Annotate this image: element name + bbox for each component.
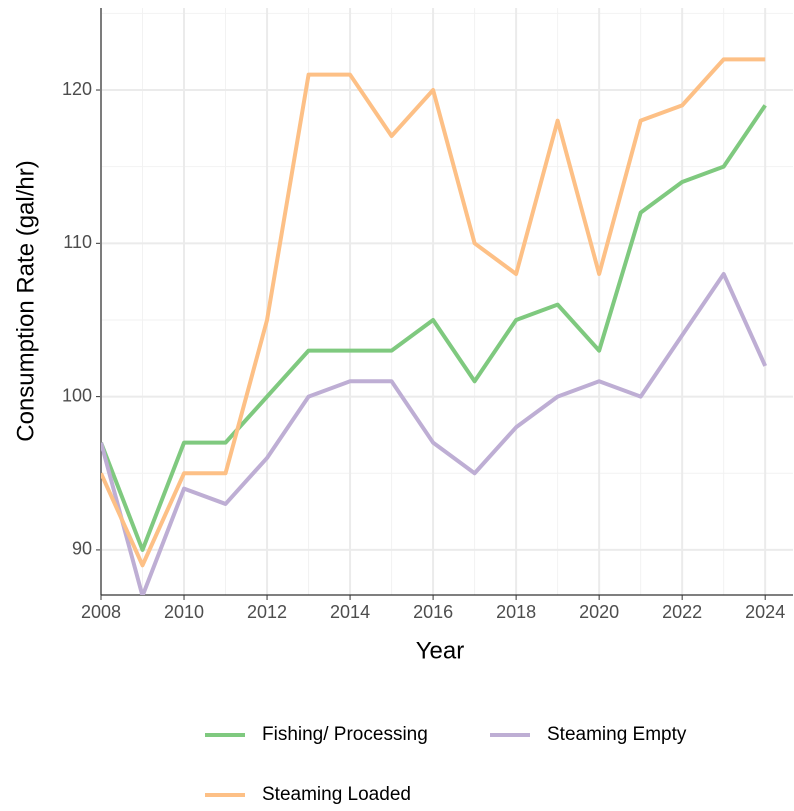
legend-label: Fishing/ Processing [262,724,428,745]
series-line [101,104,767,552]
legend-label: Steaming Loaded [262,784,411,805]
x-tick-label: 2016 [413,602,453,622]
x-axis-title: Year [416,637,465,664]
y-tick-label: 120 [62,79,92,99]
y-axis-title: Consumption Rate (gal/hr) [12,160,39,441]
y-tick-label: 110 [63,232,92,252]
x-tick-label: 2024 [745,602,785,622]
x-tick-label: 2012 [247,602,287,622]
x-tick-label: 2020 [579,602,619,622]
x-tick-label: 2022 [662,602,702,622]
x-tick-label: 2014 [330,602,370,622]
y-tick-label: 90 [72,539,92,559]
x-tick-label: 2010 [164,602,204,622]
series-line [101,57,766,568]
series-line [101,271,768,595]
legend-label: Steaming Empty [547,724,687,745]
x-tick-label: 2018 [496,602,536,622]
y-tick-label: 100 [62,385,92,405]
x-tick-label: 2008 [81,602,121,622]
